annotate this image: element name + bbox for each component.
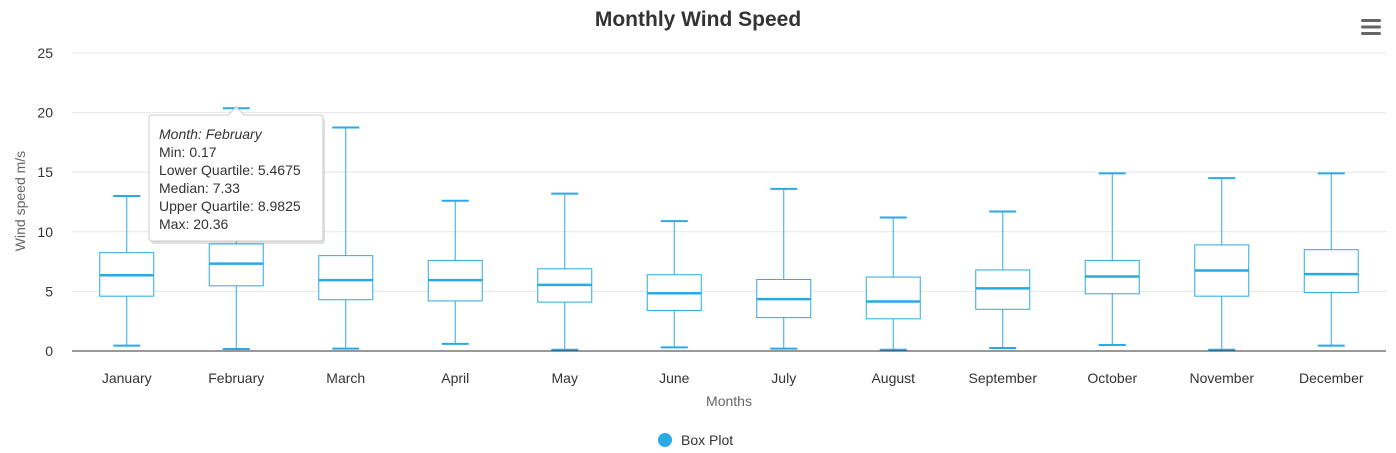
tooltip-line: Lower Quartile: 5.4675 <box>159 162 301 178</box>
tooltip-header: Month: February <box>159 126 263 142</box>
x-tick-label: August <box>871 370 915 386</box>
x-tick-label: September <box>969 370 1038 386</box>
tooltip-line: Max: 20.36 <box>159 216 228 232</box>
box-point[interactable] <box>756 187 812 350</box>
box-point[interactable] <box>1084 172 1140 347</box>
box-point[interactable] <box>1194 177 1250 351</box>
x-tick-label: November <box>1189 370 1254 386</box>
x-tick-label: April <box>441 370 469 386</box>
box-plot-series[interactable] <box>99 107 1359 351</box>
x-tick-label: February <box>208 370 264 386</box>
box <box>1303 249 1359 294</box>
box-point[interactable] <box>318 126 374 350</box>
x-tick-label: January <box>102 370 152 386</box>
x-tick-label: June <box>659 370 690 386</box>
x-tick-label: July <box>771 370 796 386</box>
legend-marker <box>658 433 672 447</box>
tooltip-line: Min: 0.17 <box>159 144 217 160</box>
box <box>865 276 921 320</box>
y-tick-label: 25 <box>37 45 53 61</box>
chart-title: Monthly Wind Speed <box>595 8 801 31</box>
y-tick-label: 10 <box>37 224 53 240</box>
y-tick-label: 0 <box>45 343 53 359</box>
box <box>208 243 264 287</box>
box-point[interactable] <box>99 195 155 347</box>
y-tick-label: 15 <box>37 164 53 180</box>
tooltip-line: Median: 7.33 <box>159 180 240 196</box>
box-point[interactable] <box>208 107 264 350</box>
tooltip-box <box>148 106 324 242</box>
x-tick-label: October <box>1087 370 1137 386</box>
box <box>318 255 374 301</box>
y-axis: 0 5 10 15 20 25 <box>37 45 53 359</box>
box-point[interactable] <box>646 220 702 349</box>
x-tick-label: May <box>552 370 578 386</box>
legend-label: Box Plot <box>681 432 733 448</box>
box-point[interactable] <box>1303 172 1359 347</box>
x-tick-label: December <box>1299 370 1364 386</box>
y-tick-label: 20 <box>37 105 53 121</box>
x-axis: January February March April May June July Augu… <box>102 370 1364 386</box>
hamburger-menu-icon[interactable] <box>1358 15 1384 39</box>
box-point[interactable] <box>427 199 483 345</box>
x-tick-label: March <box>326 370 365 386</box>
tooltip: Month: February Min: 0.17 Lower Quartile: … <box>148 106 325 244</box>
tooltip-line: Upper Quartile: 8.9825 <box>159 198 301 214</box>
box-point[interactable] <box>865 216 921 351</box>
box-point[interactable] <box>537 192 593 351</box>
x-axis-label: Months <box>706 393 752 409</box>
y-axis-label: Wind speed m/s <box>12 151 28 251</box>
y-tick-label: 5 <box>45 283 53 299</box>
legend[interactable]: Box Plot <box>658 432 733 448</box>
box-point[interactable] <box>975 210 1031 350</box>
